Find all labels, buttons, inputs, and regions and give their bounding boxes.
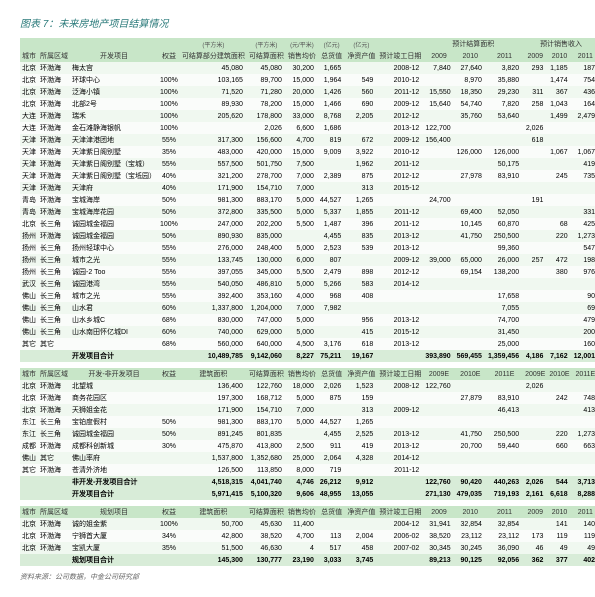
subtotal-1: 开发项目合计10,489,7859,142,0608,22775,21119,1… (20, 350, 595, 362)
header-row-3: 城市所属区域规划项目权益建筑面积可结算面积销售均价总货值净资产值预计竣工日期20… (20, 506, 595, 518)
chart-title: 图表 7：未来房地产项目结算情况 (20, 15, 575, 30)
header-group-row: (平方米)(平方米)(元/平米)(亿元)(亿元) 预计结算面积预计销售收入 (20, 38, 595, 50)
header-row-2: 城市所属区域开发-非开发项目权益建筑面积可结算面积销售均价总货值净资产值预计竣工… (20, 368, 595, 380)
subtotal-2b: 开发项目合计5,971,4155,100,3209,60648,95513,05… (20, 488, 595, 500)
subtotal-2: 非开发-开发项目合计4,518,3154,041,7404,74626,2129… (20, 476, 595, 488)
header-row-1: 城市所属区域开发项目权益可结算部分建筑面积可结算面积销售均价总货值净资产值预计竣… (20, 50, 595, 62)
main-table: (平方米)(平方米)(元/平米)(亿元)(亿元) 预计结算面积预计销售收入 城市… (20, 38, 595, 566)
subtotal-3: 规划项目合计145,300130,77723,1903,0333,74589,2… (20, 554, 595, 566)
source-text: 资料来源：公司数据，中金公司研究部 (20, 572, 575, 582)
